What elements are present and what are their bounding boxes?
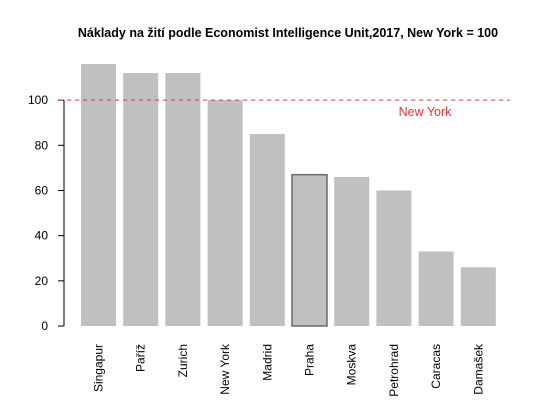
x-tick-labels: Singapur Paříž Zurich New York Madrid Praha Mo…: [92, 343, 486, 397]
y-axis: 0 20 40 60 80 100: [28, 93, 65, 333]
bar-zurich: [165, 73, 201, 326]
y-tick-label: 0: [41, 319, 48, 333]
bar-paříž: [123, 73, 159, 326]
x-tick-label: Petrohrad: [387, 344, 401, 397]
y-tick-label: 100: [28, 93, 48, 107]
bar-new-york: [207, 100, 243, 326]
x-tick-label: Praha: [303, 344, 317, 376]
bars: [81, 64, 496, 327]
y-tick-label: 20: [35, 274, 49, 288]
bar-petrohrad: [376, 190, 412, 326]
x-tick-label: Damašek: [471, 343, 485, 395]
bar-damašek: [460, 267, 496, 326]
x-tick-label: New York: [218, 343, 232, 395]
bar-moskva: [334, 176, 370, 326]
x-tick-label: Moskva: [345, 344, 359, 386]
y-tick-label: 80: [35, 138, 49, 152]
reference-line: New York: [59, 99, 510, 119]
x-tick-label: Singapur: [92, 344, 106, 392]
x-tick-label: Zurich: [176, 344, 190, 377]
bar-caracas: [418, 251, 454, 326]
x-tick-label: Caracas: [429, 344, 443, 389]
y-tick-label: 40: [35, 229, 49, 243]
chart-title: Náklady na žití podle Economist Intellig…: [78, 26, 498, 40]
x-tick-label: Paříž: [134, 344, 148, 372]
bar-singapur: [81, 64, 116, 326]
bar-madrid: [249, 134, 285, 326]
x-tick-label: Madrid: [260, 344, 274, 381]
y-tick-label: 60: [35, 183, 49, 197]
bar-praha: [291, 173, 328, 327]
reference-line-label: New York: [399, 105, 453, 119]
